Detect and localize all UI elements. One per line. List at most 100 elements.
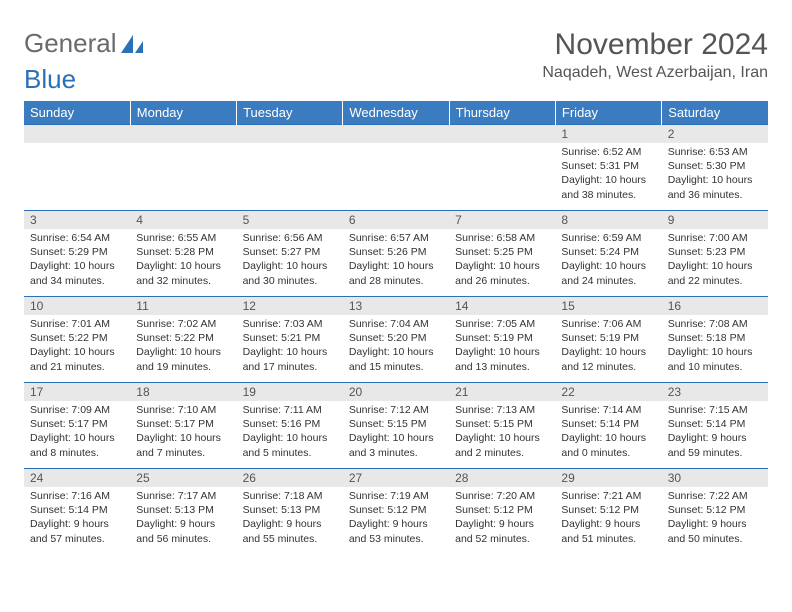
sunrise-text: Sunrise: 7:16 AM bbox=[30, 489, 124, 503]
day-number bbox=[449, 125, 555, 143]
day-number: 20 bbox=[343, 383, 449, 401]
day-number: 16 bbox=[662, 297, 768, 315]
logo-text: General bbox=[24, 28, 117, 59]
daylight-text: Daylight: 10 hours and 7 minutes. bbox=[136, 431, 230, 459]
day-details: Sunrise: 7:01 AMSunset: 5:22 PMDaylight:… bbox=[24, 315, 130, 378]
daylight-text: Daylight: 9 hours and 57 minutes. bbox=[30, 517, 124, 545]
daylight-text: Daylight: 10 hours and 10 minutes. bbox=[668, 345, 762, 373]
sunset-text: Sunset: 5:17 PM bbox=[30, 417, 124, 431]
sunrise-text: Sunrise: 7:09 AM bbox=[30, 403, 124, 417]
day-number: 7 bbox=[449, 211, 555, 229]
sunset-text: Sunset: 5:14 PM bbox=[561, 417, 655, 431]
sunrise-text: Sunrise: 7:01 AM bbox=[30, 317, 124, 331]
day-cell: 14Sunrise: 7:05 AMSunset: 5:19 PMDayligh… bbox=[449, 297, 555, 383]
day-number: 1 bbox=[555, 125, 661, 143]
day-cell: 15Sunrise: 7:06 AMSunset: 5:19 PMDayligh… bbox=[555, 297, 661, 383]
calendar-table: Sunday Monday Tuesday Wednesday Thursday… bbox=[24, 101, 768, 555]
sunrise-text: Sunrise: 7:18 AM bbox=[243, 489, 337, 503]
sunset-text: Sunset: 5:16 PM bbox=[243, 417, 337, 431]
day-details: Sunrise: 7:04 AMSunset: 5:20 PMDaylight:… bbox=[343, 315, 449, 378]
day-details: Sunrise: 7:22 AMSunset: 5:12 PMDaylight:… bbox=[662, 487, 768, 550]
day-details: Sunrise: 6:55 AMSunset: 5:28 PMDaylight:… bbox=[130, 229, 236, 292]
daylight-text: Daylight: 10 hours and 3 minutes. bbox=[349, 431, 443, 459]
sunset-text: Sunset: 5:14 PM bbox=[668, 417, 762, 431]
day-number: 13 bbox=[343, 297, 449, 315]
day-cell: 16Sunrise: 7:08 AMSunset: 5:18 PMDayligh… bbox=[662, 297, 768, 383]
day-number: 22 bbox=[555, 383, 661, 401]
daylight-text: Daylight: 9 hours and 59 minutes. bbox=[668, 431, 762, 459]
sunset-text: Sunset: 5:12 PM bbox=[668, 503, 762, 517]
day-number: 25 bbox=[130, 469, 236, 487]
sunset-text: Sunset: 5:14 PM bbox=[30, 503, 124, 517]
day-cell: 2Sunrise: 6:53 AMSunset: 5:30 PMDaylight… bbox=[662, 125, 768, 211]
sunset-text: Sunset: 5:25 PM bbox=[455, 245, 549, 259]
day-cell: 25Sunrise: 7:17 AMSunset: 5:13 PMDayligh… bbox=[130, 469, 236, 555]
sunset-text: Sunset: 5:21 PM bbox=[243, 331, 337, 345]
day-header-row: Sunday Monday Tuesday Wednesday Thursday… bbox=[24, 101, 768, 125]
sunrise-text: Sunrise: 6:52 AM bbox=[561, 145, 655, 159]
day-cell: 5Sunrise: 6:56 AMSunset: 5:27 PMDaylight… bbox=[237, 211, 343, 297]
day-details: Sunrise: 7:15 AMSunset: 5:14 PMDaylight:… bbox=[662, 401, 768, 464]
sunset-text: Sunset: 5:13 PM bbox=[136, 503, 230, 517]
sunrise-text: Sunrise: 7:06 AM bbox=[561, 317, 655, 331]
sunrise-text: Sunrise: 7:02 AM bbox=[136, 317, 230, 331]
day-details: Sunrise: 7:19 AMSunset: 5:12 PMDaylight:… bbox=[343, 487, 449, 550]
week-row: 10Sunrise: 7:01 AMSunset: 5:22 PMDayligh… bbox=[24, 297, 768, 383]
day-number bbox=[130, 125, 236, 143]
sunset-text: Sunset: 5:18 PM bbox=[668, 331, 762, 345]
day-details: Sunrise: 6:54 AMSunset: 5:29 PMDaylight:… bbox=[24, 229, 130, 292]
day-details: Sunrise: 7:14 AMSunset: 5:14 PMDaylight:… bbox=[555, 401, 661, 464]
day-number: 17 bbox=[24, 383, 130, 401]
daylight-text: Daylight: 10 hours and 21 minutes. bbox=[30, 345, 124, 373]
sunrise-text: Sunrise: 6:58 AM bbox=[455, 231, 549, 245]
day-cell: 11Sunrise: 7:02 AMSunset: 5:22 PMDayligh… bbox=[130, 297, 236, 383]
sunset-text: Sunset: 5:17 PM bbox=[136, 417, 230, 431]
sunrise-text: Sunrise: 6:55 AM bbox=[136, 231, 230, 245]
day-number: 24 bbox=[24, 469, 130, 487]
header-monday: Monday bbox=[130, 101, 236, 125]
sunrise-text: Sunrise: 7:19 AM bbox=[349, 489, 443, 503]
sunrise-text: Sunrise: 7:13 AM bbox=[455, 403, 549, 417]
header-tuesday: Tuesday bbox=[237, 101, 343, 125]
day-number bbox=[343, 125, 449, 143]
sunset-text: Sunset: 5:12 PM bbox=[561, 503, 655, 517]
day-details: Sunrise: 6:59 AMSunset: 5:24 PMDaylight:… bbox=[555, 229, 661, 292]
day-details: Sunrise: 7:12 AMSunset: 5:15 PMDaylight:… bbox=[343, 401, 449, 464]
day-number: 14 bbox=[449, 297, 555, 315]
day-cell: 12Sunrise: 7:03 AMSunset: 5:21 PMDayligh… bbox=[237, 297, 343, 383]
daylight-text: Daylight: 10 hours and 0 minutes. bbox=[561, 431, 655, 459]
header-friday: Friday bbox=[555, 101, 661, 125]
daylight-text: Daylight: 10 hours and 22 minutes. bbox=[668, 259, 762, 287]
day-cell: 17Sunrise: 7:09 AMSunset: 5:17 PMDayligh… bbox=[24, 383, 130, 469]
daylight-text: Daylight: 10 hours and 15 minutes. bbox=[349, 345, 443, 373]
day-cell: 1Sunrise: 6:52 AMSunset: 5:31 PMDaylight… bbox=[555, 125, 661, 211]
daylight-text: Daylight: 10 hours and 19 minutes. bbox=[136, 345, 230, 373]
day-cell: 22Sunrise: 7:14 AMSunset: 5:14 PMDayligh… bbox=[555, 383, 661, 469]
day-cell: 21Sunrise: 7:13 AMSunset: 5:15 PMDayligh… bbox=[449, 383, 555, 469]
daylight-text: Daylight: 10 hours and 32 minutes. bbox=[136, 259, 230, 287]
day-cell: 8Sunrise: 6:59 AMSunset: 5:24 PMDaylight… bbox=[555, 211, 661, 297]
day-details: Sunrise: 7:16 AMSunset: 5:14 PMDaylight:… bbox=[24, 487, 130, 550]
daylight-text: Daylight: 9 hours and 55 minutes. bbox=[243, 517, 337, 545]
daylight-text: Daylight: 10 hours and 12 minutes. bbox=[561, 345, 655, 373]
day-number bbox=[237, 125, 343, 143]
day-details: Sunrise: 7:03 AMSunset: 5:21 PMDaylight:… bbox=[237, 315, 343, 378]
day-number: 15 bbox=[555, 297, 661, 315]
day-cell: 6Sunrise: 6:57 AMSunset: 5:26 PMDaylight… bbox=[343, 211, 449, 297]
daylight-text: Daylight: 10 hours and 24 minutes. bbox=[561, 259, 655, 287]
sunset-text: Sunset: 5:22 PM bbox=[30, 331, 124, 345]
day-details: Sunrise: 7:13 AMSunset: 5:15 PMDaylight:… bbox=[449, 401, 555, 464]
day-details: Sunrise: 7:08 AMSunset: 5:18 PMDaylight:… bbox=[662, 315, 768, 378]
day-cell bbox=[343, 125, 449, 211]
day-number: 19 bbox=[237, 383, 343, 401]
day-cell: 30Sunrise: 7:22 AMSunset: 5:12 PMDayligh… bbox=[662, 469, 768, 555]
day-cell: 13Sunrise: 7:04 AMSunset: 5:20 PMDayligh… bbox=[343, 297, 449, 383]
day-cell: 26Sunrise: 7:18 AMSunset: 5:13 PMDayligh… bbox=[237, 469, 343, 555]
day-number: 18 bbox=[130, 383, 236, 401]
day-details: Sunrise: 7:11 AMSunset: 5:16 PMDaylight:… bbox=[237, 401, 343, 464]
day-cell: 4Sunrise: 6:55 AMSunset: 5:28 PMDaylight… bbox=[130, 211, 236, 297]
day-number: 21 bbox=[449, 383, 555, 401]
daylight-text: Daylight: 9 hours and 50 minutes. bbox=[668, 517, 762, 545]
day-cell: 19Sunrise: 7:11 AMSunset: 5:16 PMDayligh… bbox=[237, 383, 343, 469]
week-row: 3Sunrise: 6:54 AMSunset: 5:29 PMDaylight… bbox=[24, 211, 768, 297]
